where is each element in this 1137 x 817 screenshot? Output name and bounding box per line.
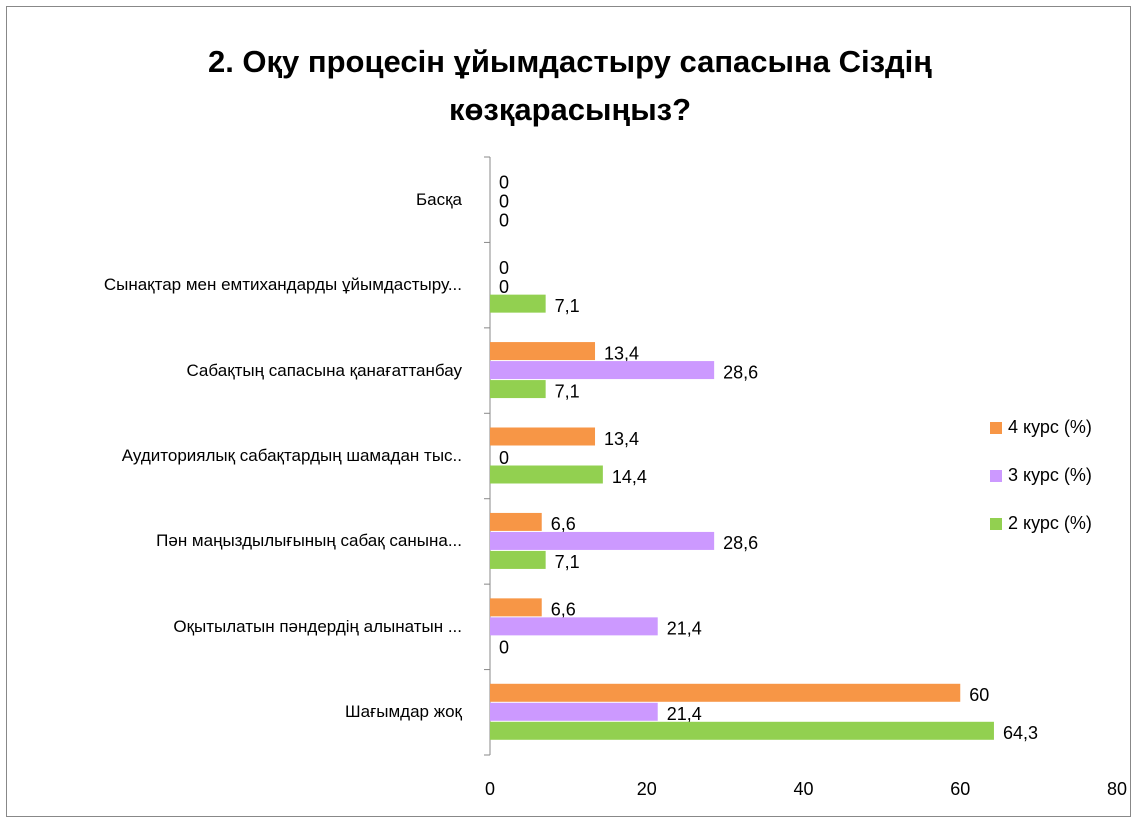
data-label: 13,4 [604, 429, 639, 449]
bar [490, 702, 658, 721]
bar [490, 683, 961, 702]
x-tick-label: 60 [950, 779, 970, 799]
x-tick-label: 40 [793, 779, 813, 799]
data-label: 6,6 [551, 600, 576, 620]
data-label: 0 [499, 448, 509, 468]
bar [490, 465, 603, 484]
bar [490, 512, 542, 531]
data-label: 21,4 [667, 704, 702, 724]
data-label: 0 [499, 638, 509, 658]
bar [490, 361, 715, 380]
category-label: Шағымдар жоқ [345, 702, 462, 722]
data-label: 0 [499, 210, 509, 230]
category-label: Аудиториялық сабақтардың шамадан тыс.. [121, 446, 462, 465]
data-label: 0 [499, 172, 509, 192]
data-label: 13,4 [604, 343, 639, 363]
category-label: Басқа [415, 189, 462, 209]
x-tick-label: 80 [1107, 779, 1127, 799]
data-label: 28,6 [723, 362, 758, 382]
legend-swatch [990, 422, 1002, 434]
legend-label: 2 курс (%) [1008, 513, 1092, 533]
bar [490, 294, 546, 313]
bar [490, 721, 994, 740]
legend-swatch [990, 518, 1002, 530]
bar [490, 598, 542, 617]
bar [490, 427, 596, 446]
data-label: 28,6 [723, 533, 758, 553]
x-tick-label: 0 [485, 779, 495, 799]
data-label: 21,4 [667, 619, 702, 639]
category-label: Пән маңыздылығының сабақ санына... [156, 531, 462, 551]
bar [490, 380, 546, 399]
data-label: 0 [499, 277, 509, 297]
data-label: 14,4 [612, 467, 647, 487]
data-label: 7,1 [555, 296, 580, 316]
data-label: 0 [499, 258, 509, 278]
bar [490, 550, 546, 569]
legend-label: 3 курс (%) [1008, 465, 1092, 485]
legend-label: 4 курс (%) [1008, 417, 1092, 437]
chart-title: 2. Оқу процесін ұйымдастыру сапасына Сіз… [207, 44, 933, 127]
data-label: 7,1 [555, 552, 580, 572]
data-label: 64,3 [1003, 723, 1038, 743]
data-label: 6,6 [551, 514, 576, 534]
data-label: 60 [969, 685, 989, 705]
legend-swatch [990, 470, 1002, 482]
bar [490, 531, 715, 550]
data-label: 7,1 [555, 381, 580, 401]
bar [490, 342, 596, 361]
category-label: Сынақтар мен емтихандарды ұйымдастыру... [103, 275, 462, 295]
bar [490, 617, 658, 636]
data-label: 0 [499, 191, 509, 211]
category-label: Оқытылатын пәндердің алынатын ... [173, 616, 462, 636]
x-tick-label: 20 [637, 779, 657, 799]
category-label: Сабақтың сапасына қанағаттанбау [186, 360, 462, 380]
